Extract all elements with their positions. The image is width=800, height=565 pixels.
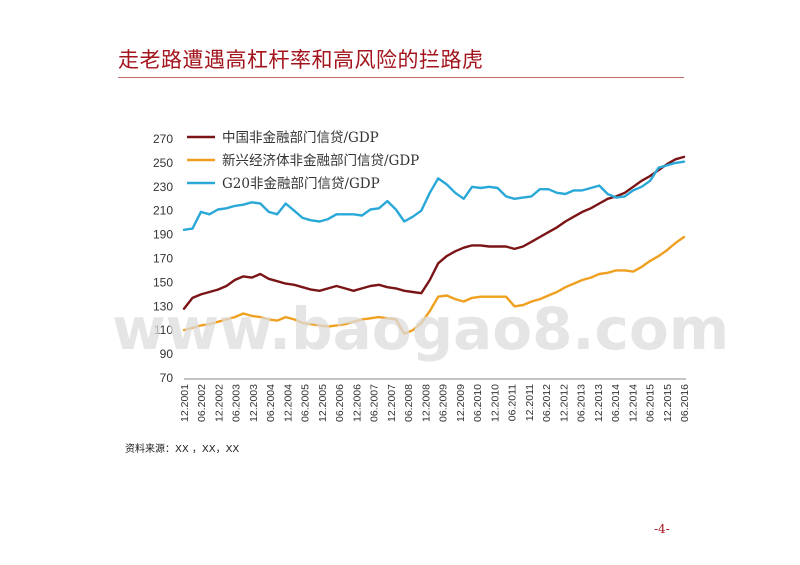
y-tick-label: 70 [160, 371, 174, 385]
watermark-text: www.baogao8.com [112, 295, 729, 363]
x-tick-label: 06.2005 [300, 384, 312, 422]
x-tick-label: 06.2011 [507, 384, 519, 421]
y-tick-label: 230 [153, 180, 173, 194]
x-tick-label: 12.2015 [662, 384, 674, 422]
x-tick-label: 12.2007 [386, 384, 398, 422]
x-tick-label: 06.2009 [438, 384, 450, 422]
x-tick-label: 06.2016 [679, 384, 691, 422]
y-tick-label: 190 [153, 228, 173, 242]
slide-title: 走老路遭遇高杠杆率和高风险的拦路虎 [118, 48, 484, 72]
page-number: -4- [654, 522, 670, 536]
x-tick-label: 12.2006 [351, 384, 363, 422]
x-tick-label: 06.2006 [334, 384, 346, 422]
legend-label-0: 中国非金融部门信贷/GDP [222, 130, 379, 146]
y-tick-label: 250 [153, 156, 173, 170]
x-tick-label: 06.2003 [231, 384, 243, 422]
y-tick-label: 270 [153, 132, 173, 146]
x-tick-label: 06.2004 [265, 384, 277, 422]
x-tick-label: 12.2005 [317, 384, 329, 422]
y-tick-label: 210 [153, 204, 173, 218]
x-tick-label: 06.2007 [369, 384, 381, 422]
x-tick-label: 06.2010 [472, 384, 484, 422]
x-tick-label: 12.2008 [420, 384, 432, 422]
x-tick-label: 12.2010 [489, 384, 501, 422]
legend-label-2: G20非金融部门信贷/GDP [222, 176, 380, 192]
x-tick-label: 12.2003 [248, 384, 260, 422]
x-tick-label: 06.2014 [610, 384, 622, 422]
y-tick-label: 170 [153, 252, 173, 266]
title-divider [118, 77, 684, 78]
x-tick-label: 12.2013 [593, 384, 605, 422]
x-tick-label: 06.2002 [196, 384, 208, 422]
y-tick-label: 150 [153, 275, 173, 289]
y-tick-label: 110 [154, 323, 173, 337]
x-tick-label: 12.2014 [627, 384, 639, 422]
source-note: 资料来源：XX ，XX，XX [125, 444, 240, 455]
series-line-1 [182, 235, 686, 335]
x-tick-label: 12.2011 [524, 384, 536, 421]
y-tick-label: 130 [153, 299, 173, 313]
series-line-2 [182, 160, 686, 232]
x-tick-label: 12.2009 [455, 384, 467, 422]
x-tick-label: 12.2012 [558, 384, 570, 422]
legend-label-1: 新兴经济体非金融部门信贷/GDP [222, 153, 419, 169]
x-tick-label: 06.2012 [541, 384, 553, 422]
y-tick-label: 90 [160, 347, 174, 361]
x-tick-label: 12.2001 [179, 384, 191, 422]
x-tick-label: 12.2004 [282, 384, 294, 422]
x-tick-label: 06.2015 [645, 384, 657, 422]
x-tick-label: 12.2002 [213, 384, 225, 422]
series-line-0 [182, 155, 686, 310]
x-tick-label: 06.2008 [403, 384, 415, 422]
x-tick-label: 06.2013 [576, 384, 588, 422]
